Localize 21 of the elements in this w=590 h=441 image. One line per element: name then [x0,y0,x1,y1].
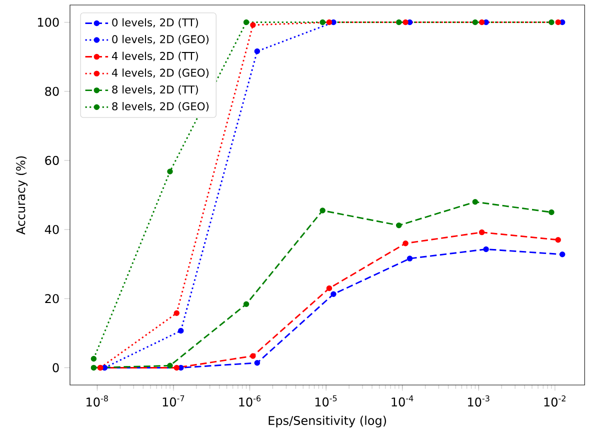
y-tick-label: 0 [52,363,59,372]
x-tick-label: 10$^{-3}$ [468,395,490,407]
legend-label: 4 levels, 2D (TT) [112,52,198,62]
x-tick-label: 10$^{-8}$ [86,395,108,407]
x-tick-label: 10$^{-6}$ [239,395,261,407]
y-tick-label: 80 [45,86,59,96]
legend-label: 4 levels, 2D (GEO) [112,68,209,78]
y-tick-label: 100 [38,18,59,27]
x-tick-label: 10$^{-7}$ [162,395,184,406]
x-axis-title: Eps/Sensitivity (log) [268,416,386,428]
legend-label: 8 levels, 2D (TT) [112,85,198,95]
legend-label: 0 levels, 2D (TT) [112,18,198,28]
x-tick-label: 10$^{-4}$ [392,395,414,406]
x-tick-label: 10$^{-2}$ [544,395,566,407]
y-tick-label: 20 [45,294,59,304]
y-axis-title: Accuracy (%) [16,156,28,235]
y-tick-label: 40 [44,224,59,234]
legend-label: 8 levels, 2D (GEO) [112,102,209,112]
x-tick-label: 10$^{-5}$ [315,395,337,406]
legend-label: 0 levels, 2D (GEO) [112,34,209,44]
y-tick-label: 60 [45,156,59,165]
